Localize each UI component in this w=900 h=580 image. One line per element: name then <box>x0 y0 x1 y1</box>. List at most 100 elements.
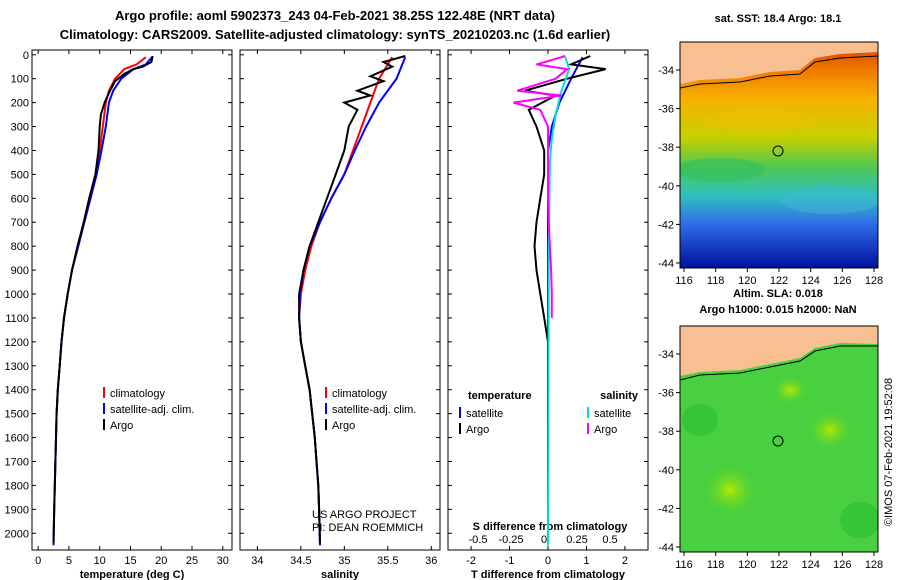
plot-frame <box>239 49 441 551</box>
x2-axis-label: S difference from climatology <box>473 521 629 533</box>
y-tick-label: 1400 <box>5 385 29 397</box>
x2-tick-label: 0.5 <box>602 534 617 546</box>
sla-map-subtitle: Argo h1000: 0.015 h2000: NaN <box>699 304 856 316</box>
x-tick-label: 34.5 <box>290 555 311 567</box>
legend-label: satellite <box>466 408 503 420</box>
legend-label: Argo <box>594 424 617 436</box>
map-y-tick-label: -38 <box>658 426 674 438</box>
difference-profile: -2 -1 0 1 2 -0.5 -0.25 0 0.25 0.5S difference fro… <box>447 49 649 580</box>
argo-location-marker <box>772 435 784 447</box>
map-x-tick-label: 124 <box>801 559 819 571</box>
x-axis-label: T difference from climatology <box>471 569 626 580</box>
x-tick-label: 1 <box>583 555 589 567</box>
sst-map-title: sat. SST: 18.4 Argo: 18.1 <box>715 13 842 25</box>
salinity-profile: 34 34.5 35 35.5 36 salinity climatology satelli… <box>239 49 441 580</box>
x-tick-label: 10 <box>94 555 106 567</box>
x-tick-label: 30 <box>217 555 229 567</box>
pi-annotation: PI: DEAN ROEMMICH <box>312 522 423 534</box>
map-x-tick-label: 128 <box>865 559 883 571</box>
x-tick-label: 5 <box>66 555 72 567</box>
y-tick-label: 1200 <box>5 337 29 349</box>
y-tick-label: 1300 <box>5 361 29 373</box>
legend-label: Argo <box>110 420 133 432</box>
x-tick-label: 2 <box>622 555 628 567</box>
chart-title-line2: Climatology: CARS2009. Satellite-adjuste… <box>59 27 611 42</box>
x-axis-label: temperature (deg C) <box>80 569 185 580</box>
series-line-s-argo <box>513 55 570 318</box>
x-tick-label: 35 <box>338 555 350 567</box>
plot-frame <box>31 49 233 551</box>
x-tick-label: 25 <box>186 555 198 567</box>
x-tick-label: -1 <box>505 555 515 567</box>
map-x-tick-label: 128 <box>865 275 883 287</box>
x2-tick-label: 0 <box>541 534 547 546</box>
map-x-tick-label: 120 <box>738 275 756 287</box>
y-tick-label: 500 <box>11 169 29 181</box>
y-tick-label: 1500 <box>5 409 29 421</box>
y-tick-label: 1600 <box>5 433 29 445</box>
map-x-tick-label: 126 <box>833 275 851 287</box>
map-y-tick-label: -36 <box>658 104 674 116</box>
map-x-tick-label: 122 <box>770 559 788 571</box>
map-x-tick-label: 116 <box>675 275 693 287</box>
y-tick-label: 0 <box>23 50 29 62</box>
map-y-tick-label: -40 <box>658 181 674 193</box>
legend-label: satellite-adj. clim. <box>110 404 194 416</box>
map-y-tick-label: -34 <box>658 65 674 77</box>
y-tick-label: 900 <box>11 265 29 277</box>
map-y-tick-label: -44 <box>658 542 674 554</box>
y-tick-label: 300 <box>11 122 29 134</box>
sst-field <box>680 42 878 268</box>
x2-tick-label: -0.25 <box>498 534 523 546</box>
y-tick-label: 100 <box>11 74 29 86</box>
y-tick-label: 1000 <box>5 289 29 301</box>
y-tick-label: 800 <box>11 241 29 253</box>
legend-label: satellite <box>594 408 631 420</box>
y-tick-label: 1800 <box>5 480 29 492</box>
map-y-tick-label: -42 <box>658 219 674 231</box>
map-x-tick-label: 116 <box>675 559 693 571</box>
pi-annotation: US ARGO PROJECT <box>312 509 417 521</box>
x-tick-label: 35.5 <box>377 555 398 567</box>
y-tick-label: 1100 <box>5 313 29 325</box>
y-tick-label: 2000 <box>5 528 29 540</box>
y-tick-label: 200 <box>11 98 29 110</box>
x-tick-label: -2 <box>466 555 476 567</box>
series-line-argo <box>52 55 154 543</box>
y-tick-label: 600 <box>11 193 29 205</box>
map-x-tick-label: 122 <box>770 275 788 287</box>
map-y-tick-label: -44 <box>658 258 674 270</box>
x-axis-label: salinity <box>321 569 360 580</box>
x2-tick-label: -0.5 <box>469 534 488 546</box>
legend-label: satellite-adj. clim. <box>332 404 416 416</box>
map-x-tick-label: 120 <box>738 559 756 571</box>
copyright-credit: ©IMOS 07-Feb-2021 19:52:08 <box>883 378 895 526</box>
legend-label: climatology <box>110 388 166 400</box>
x-tick-label: 20 <box>155 555 167 567</box>
map-x-tick-label: 118 <box>707 275 725 287</box>
coastline-contour <box>680 55 878 89</box>
x-tick-label: 34 <box>251 555 263 567</box>
sla-map-title: Altim. SLA: 0.018 <box>733 288 823 300</box>
land-mass <box>680 42 878 84</box>
map-y-tick-label: -36 <box>658 388 674 400</box>
legend-title: temperature <box>468 390 532 402</box>
series-line-argo <box>298 55 406 543</box>
map-y-tick-label: -40 <box>658 465 674 477</box>
legend-title: salinity <box>600 390 639 402</box>
x-tick-label: 0 <box>35 555 41 567</box>
map-x-tick-label: 124 <box>801 275 819 287</box>
x2-tick-label: 0.25 <box>566 534 587 546</box>
y-tick-label: 1900 <box>5 504 29 516</box>
y-tick-label: 400 <box>11 145 29 157</box>
land-mass <box>680 326 878 376</box>
sst-map <box>680 42 878 268</box>
y-tick-label: 1700 <box>5 456 29 468</box>
y-tick-label: 700 <box>11 217 29 229</box>
map-y-tick-label: -34 <box>658 349 674 361</box>
map-x-tick-label: 126 <box>833 559 851 571</box>
x-tick-label: 15 <box>124 555 136 567</box>
temperature-profile: 0100200300400500600700800900100011001200… <box>5 49 233 580</box>
series-line-satellite-adj-clim- <box>298 56 407 546</box>
